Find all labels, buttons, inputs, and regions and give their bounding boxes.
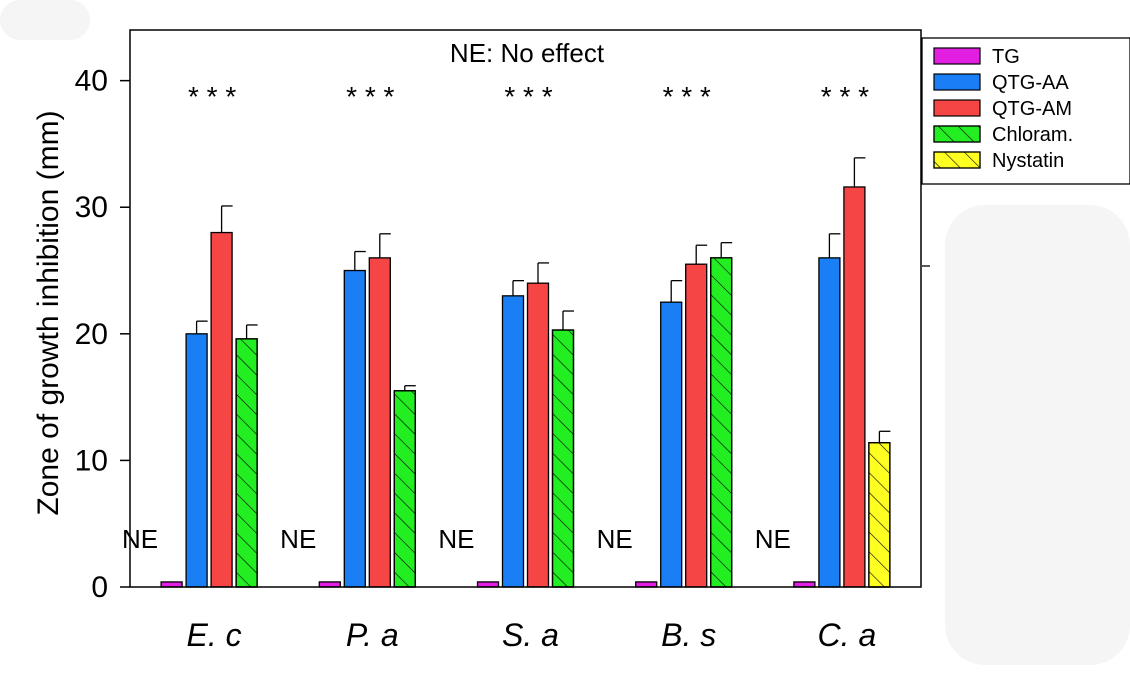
x-tick-label-e-c: E. c [187,617,242,653]
significance-b-s: * * * [663,81,711,112]
bar-tg-b-s [635,581,658,588]
legend-label-qtg-aa: QTG-AA [992,72,1069,94]
legend-swatch-hatch-chloram [933,125,981,143]
ne-label-b-s: NE [597,524,633,554]
legend-swatch-qtg-aa [933,73,981,91]
significance-c-a: * * * [821,81,869,112]
bar-qtg-am-c-a [843,186,866,588]
x-tick-label-p-a: P. a [346,617,399,653]
bar-nystatin-c-a-hatch [868,442,891,588]
bar-qtg-am-s-a [526,282,550,588]
y-tick-label-20: 20 [75,318,108,351]
background-blob-right [945,205,1130,665]
significance-s-a: * * * [504,81,552,112]
legend: TG QTG-AA QTG-AM Chloram. Nystatin [921,37,1130,267]
bar-qtg-am-e-c [210,231,233,588]
bar-tg-e-c [160,581,183,588]
ne-label-c-a: NE [755,524,791,554]
bar-qtg-aa-p-a [343,269,366,588]
legend-swatch-tg [933,47,981,65]
legend-label-qtg-am: QTG-AM [992,98,1072,120]
legend-swatch-qtg-am [933,99,981,117]
bar-chloram-e-c-hatch [235,338,258,588]
y-axis-label: Zone of growth inhibition (mm) [32,110,65,515]
plot-frame [129,29,922,588]
ne-label-s-a: NE [438,524,474,554]
y-tick-label-0: 0 [91,571,108,604]
legend-label-nystatin: Nystatin [992,150,1064,172]
bar-chloram-p-a-hatch [393,390,416,588]
bar-tg-c-a [793,581,816,588]
legend-swatch-hatch-nystatin [933,151,981,169]
background-blob-top-left [0,0,90,40]
y-tick-label-40: 40 [75,65,108,98]
significance-p-a: * * * [346,81,394,112]
y-tick-label-30: 30 [75,191,108,224]
bar-qtg-aa-s-a [501,295,525,588]
ne-label-e-c: NE [122,524,158,554]
bar-qtg-aa-b-s [660,301,683,588]
bar-tg-s-a [476,581,500,588]
ne-label-p-a: NE [280,524,316,554]
x-tick-label-s-a: S. a [502,617,559,653]
bar-chloram-b-s-hatch [710,257,733,588]
bar-qtg-am-b-s [685,263,708,588]
x-tick-label-b-s: B. s [661,617,716,653]
x-tick-label-c-a: C. a [818,617,877,653]
bar-qtg-aa-e-c [185,333,208,588]
no-effect-note: NE: No effect [450,38,605,68]
bar-qtg-am-p-a [368,257,391,588]
y-tick-label-10: 10 [75,444,108,477]
significance-e-c: * * * [188,81,236,112]
legend-label-tg: TG [992,46,1020,68]
legend-label-chloram: Chloram. [992,124,1073,146]
bar-qtg-aa-c-a [818,257,841,588]
bar-chloram-s-a-hatch [551,329,575,588]
bar-tg-p-a [318,581,341,588]
